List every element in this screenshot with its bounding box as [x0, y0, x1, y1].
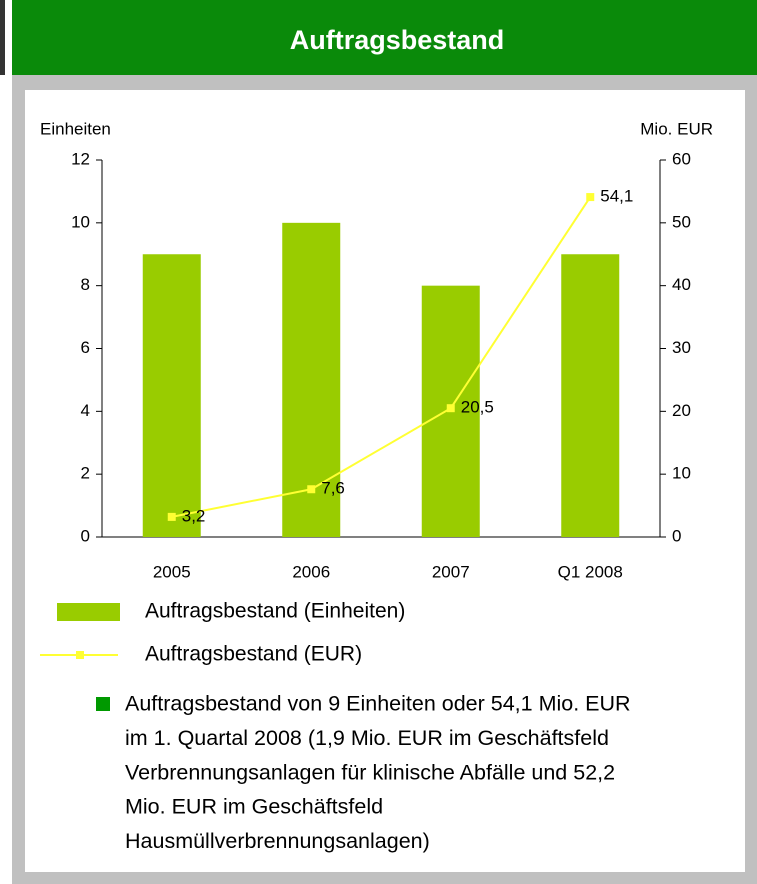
- y-tick-label: 10: [71, 212, 90, 231]
- y2-tick-label: 0: [672, 526, 681, 545]
- y2-tick-label: 20: [672, 401, 691, 420]
- y2-tick-label: 60: [672, 149, 691, 168]
- y-tick-label: 0: [81, 526, 90, 545]
- legend-label: Auftragsbestand (EUR): [145, 643, 362, 666]
- x-tick-label: 2005: [153, 562, 191, 581]
- y2-axis-label: Mio. EUR: [640, 119, 713, 138]
- note-line: Hausmüllverbrennungsanlagen): [125, 829, 430, 853]
- line-marker: [307, 485, 316, 494]
- x-tick-label: Q1 2008: [558, 562, 623, 581]
- data-label: 54,1: [600, 187, 633, 206]
- data-label: 3,2: [182, 506, 206, 525]
- panel: [25, 90, 745, 872]
- line-marker: [586, 193, 595, 202]
- x-tick-label: 2006: [292, 562, 330, 581]
- line: [171, 196, 592, 518]
- y-tick-label: 8: [81, 275, 90, 294]
- note-line: Mio. EUR im Geschäftsfeld: [125, 795, 383, 819]
- y-tick-label: 6: [81, 338, 90, 357]
- bullet: [96, 697, 110, 711]
- y2-tick-label: 30: [672, 338, 691, 357]
- note-line: Auftragsbestand von 9 Einheiten oder 54,…: [125, 692, 631, 716]
- data-label: 20,5: [461, 398, 494, 417]
- y-axis-label: Einheiten: [40, 119, 111, 138]
- note-line: Verbrennungsanlagen für klinische Abfäll…: [125, 760, 615, 784]
- x-tick-label: 2007: [432, 562, 470, 581]
- legend-marker: [76, 651, 84, 659]
- note-line: im 1. Quartal 2008 (1,9 Mio. EUR im Gesc…: [125, 726, 609, 750]
- y-tick-label: 2: [81, 464, 90, 483]
- y-tick-label: 12: [71, 149, 90, 168]
- bar: [282, 222, 341, 538]
- y-tick-label: 4: [81, 401, 90, 420]
- data-label: 7,6: [321, 479, 345, 498]
- bar: [142, 254, 201, 537]
- line-marker: [167, 512, 176, 521]
- y2-tick-label: 10: [672, 464, 691, 483]
- bar: [561, 254, 620, 537]
- edge-strip: [0, 0, 5, 75]
- y2-tick-label: 40: [672, 275, 691, 294]
- header-bar: [12, 0, 757, 75]
- legend-swatch: [57, 603, 120, 621]
- chart-title: Auftragsbestand: [290, 25, 505, 55]
- line-marker: [446, 404, 455, 413]
- y2-tick-label: 50: [672, 212, 691, 231]
- legend-label: Auftragsbestand (Einheiten): [145, 600, 405, 623]
